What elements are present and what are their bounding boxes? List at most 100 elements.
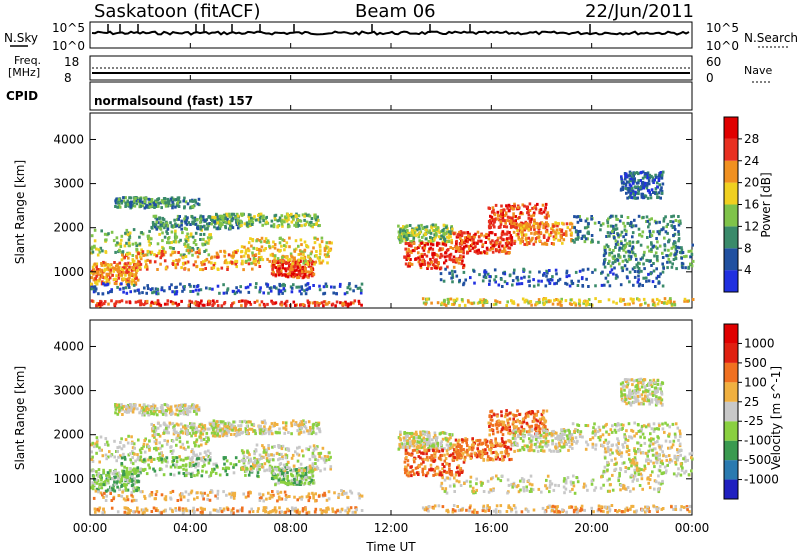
heatmap-cell bbox=[654, 251, 658, 255]
heatmap-cell bbox=[190, 434, 193, 438]
heatmap-cell bbox=[406, 264, 410, 268]
heatmap-cell bbox=[661, 227, 665, 231]
heatmap-cell bbox=[528, 209, 532, 212]
heatmap-cell bbox=[683, 255, 686, 259]
heatmap-cell bbox=[196, 250, 200, 254]
heatmap-cell bbox=[291, 478, 294, 482]
heatmap-cell bbox=[496, 210, 500, 214]
heatmap-cell bbox=[659, 171, 663, 174]
heatmap-cell bbox=[243, 419, 246, 423]
heatmap-cell bbox=[194, 231, 198, 235]
heatmap-cell bbox=[433, 237, 436, 241]
heatmap-cell bbox=[320, 240, 324, 244]
heatmap-cell bbox=[431, 247, 435, 251]
heatmap-cell bbox=[189, 426, 193, 430]
heatmap-cell bbox=[190, 249, 194, 253]
heatmap-cell bbox=[290, 274, 294, 278]
heatmap-cell bbox=[300, 243, 303, 247]
heatmap-cell bbox=[222, 220, 226, 224]
heatmap-cell bbox=[510, 236, 514, 240]
heatmap-cell bbox=[200, 263, 204, 267]
heatmap-cell bbox=[450, 269, 454, 273]
heatmap-cell bbox=[299, 219, 303, 223]
heatmap-cell bbox=[100, 478, 103, 482]
heatmap-cell bbox=[357, 299, 361, 303]
heatmap-cell bbox=[110, 299, 113, 303]
heatmap-cell bbox=[179, 458, 183, 462]
heatmap-cell bbox=[642, 276, 645, 280]
heatmap-cell bbox=[107, 272, 111, 276]
heatmap-cell bbox=[156, 242, 160, 246]
heatmap-cell bbox=[548, 233, 551, 237]
heatmap-cell bbox=[214, 462, 218, 466]
heatmap-cell bbox=[308, 286, 311, 290]
heatmap-cell bbox=[439, 266, 443, 270]
heatmap-cell bbox=[188, 463, 192, 467]
heatmap-cell bbox=[211, 303, 215, 307]
heatmap-cell bbox=[285, 447, 289, 451]
heatmap-cell bbox=[154, 301, 157, 305]
heatmap-cell bbox=[188, 461, 192, 465]
heatmap-cell bbox=[312, 479, 315, 483]
heatmap-cell bbox=[118, 445, 121, 449]
heatmap-cell bbox=[618, 248, 621, 252]
heatmap-cell bbox=[202, 232, 206, 236]
heatmap-cell bbox=[184, 456, 188, 460]
heatmap-cell bbox=[639, 303, 642, 307]
heatmap-cell bbox=[195, 265, 198, 269]
colorbar-tick-label: 20 bbox=[744, 176, 759, 190]
heatmap-cell bbox=[117, 474, 120, 478]
heatmap-cell bbox=[211, 467, 214, 471]
heatmap-cell bbox=[121, 266, 125, 270]
heatmap-cell bbox=[284, 274, 287, 277]
heatmap-cell bbox=[97, 302, 101, 306]
heatmap-cell bbox=[131, 242, 135, 246]
heatmap-cell bbox=[286, 477, 289, 481]
heatmap-cell bbox=[607, 217, 610, 221]
heatmap-cell bbox=[108, 475, 111, 479]
heatmap-cell bbox=[668, 238, 671, 242]
heatmap-cell bbox=[194, 465, 197, 469]
heatmap-cell bbox=[277, 458, 280, 462]
heatmap-cell bbox=[641, 284, 644, 287]
power-panel-frame bbox=[89, 112, 693, 309]
heatmap-cell bbox=[462, 245, 466, 249]
heatmap-cell bbox=[182, 467, 185, 471]
heatmap-cell bbox=[293, 249, 297, 253]
heatmap-cell bbox=[159, 467, 162, 471]
heatmap-cell bbox=[280, 452, 283, 456]
heatmap-cell bbox=[281, 255, 284, 259]
heatmap-cell bbox=[287, 431, 290, 434]
heatmap-cell bbox=[425, 225, 429, 229]
heatmap-cell bbox=[306, 262, 309, 266]
heatmap-cell bbox=[98, 277, 102, 281]
heatmap-cell bbox=[269, 425, 272, 429]
heatmap-cell bbox=[284, 482, 288, 485]
heatmap-cell bbox=[189, 422, 192, 426]
heatmap-cell bbox=[116, 477, 120, 481]
heatmap-cell bbox=[120, 250, 123, 254]
heatmap-cell bbox=[304, 222, 308, 226]
heatmap-cell bbox=[284, 428, 288, 432]
heatmap-cell bbox=[556, 222, 560, 225]
heatmap-cell bbox=[185, 471, 188, 475]
heatmap-cell bbox=[204, 442, 208, 446]
heatmap-cell bbox=[400, 239, 404, 243]
heatmap-cell bbox=[160, 467, 164, 471]
heatmap-cell bbox=[275, 423, 279, 426]
heatmap-cell bbox=[326, 245, 330, 249]
heatmap-cell bbox=[246, 456, 249, 459]
heatmap-cell bbox=[252, 256, 256, 260]
heatmap-cell bbox=[651, 303, 655, 307]
heatmap-cell bbox=[485, 232, 488, 236]
heatmap-cell bbox=[544, 297, 548, 301]
heatmap-cell bbox=[570, 303, 573, 306]
heatmap-cell bbox=[160, 460, 164, 464]
heatmap-cell bbox=[91, 481, 94, 485]
heatmap-cell bbox=[479, 298, 482, 302]
heatmap-cell bbox=[300, 270, 304, 274]
heatmap-cell bbox=[423, 262, 427, 266]
heatmap-cell bbox=[356, 286, 360, 290]
heatmap-cell bbox=[435, 258, 438, 262]
heatmap-cell bbox=[91, 455, 94, 459]
